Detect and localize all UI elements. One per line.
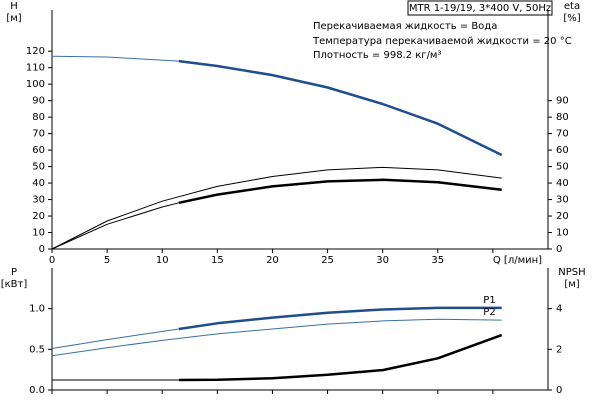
y2-tick-label: 70 — [556, 129, 569, 140]
y-tick-label: 90 — [32, 96, 45, 107]
y2-axis-label: NPSH — [558, 267, 585, 278]
y2-tick-label: 2 — [556, 344, 562, 355]
y2-axis-label: [%] — [563, 13, 580, 24]
curve — [178, 178, 502, 205]
x-tick-label: 15 — [211, 255, 224, 266]
y2-tick-label: 30 — [556, 195, 569, 206]
y2-tick-label: 4 — [556, 304, 562, 315]
y2-axis-label: eta — [564, 1, 580, 12]
y-tick-label: 0.5 — [29, 344, 45, 355]
y2-tick-label: 80 — [556, 112, 569, 123]
y-tick-label: 80 — [32, 112, 45, 123]
x-tick-label: 25 — [321, 255, 334, 266]
y-tick-label: 30 — [32, 195, 45, 206]
y-tick-label: 100 — [26, 79, 45, 90]
x-tick-label: 10 — [156, 255, 169, 266]
x-tick-label: 30 — [376, 255, 389, 266]
curve — [51, 318, 502, 357]
curve — [178, 333, 503, 382]
curve — [51, 202, 179, 250]
y-axis-label: P — [11, 267, 17, 278]
y-axis-label: [м] — [6, 13, 21, 24]
y-tick-label: 20 — [32, 211, 45, 222]
y2-tick-label: 0 — [556, 244, 562, 255]
y-tick-label: 0 — [39, 244, 45, 255]
curve — [51, 55, 179, 62]
y2-tick-label: 20 — [556, 211, 569, 222]
x-tick-label: 20 — [266, 255, 279, 266]
annotation: Плотность = 998.2 кг/м³ — [313, 50, 442, 61]
y-tick-label: 10 — [32, 228, 45, 239]
y-tick-label: 50 — [32, 162, 45, 173]
y-tick-label: 40 — [32, 178, 45, 189]
chart-title: MTR 1-19/19, 3*400 V, 50Hz — [409, 3, 551, 14]
annotation: Температура перекачиваемой жидкости = 20… — [312, 36, 572, 47]
y2-tick-label: 10 — [556, 228, 569, 239]
title-box — [407, 0, 553, 16]
series-label: P1 — [483, 295, 495, 306]
y2-axis-label: [м] — [564, 279, 579, 290]
y-tick-label: 1.0 — [29, 304, 45, 315]
y2-tick-label: 90 — [556, 96, 569, 107]
y-tick-label: 120 — [26, 46, 45, 57]
y-tick-label: 0.0 — [29, 385, 45, 396]
y2-tick-label: 40 — [556, 178, 569, 189]
y2-tick-label: 0 — [556, 385, 562, 396]
y2-tick-label: 60 — [556, 145, 569, 156]
annotation: Перекачиваемая жидкость = Вода — [313, 21, 497, 32]
y-tick-label: 70 — [32, 129, 45, 140]
series-label: P2 — [483, 307, 495, 318]
y-tick-label: 60 — [32, 145, 45, 156]
y-axis-label: H — [10, 1, 18, 12]
x-tick-label: 0 — [49, 255, 55, 266]
curve — [178, 59, 503, 157]
y-axis-label: [кВт] — [1, 279, 28, 290]
x-tick-label: 5 — [104, 255, 110, 266]
curve — [51, 166, 502, 250]
y-tick-label: 110 — [26, 63, 45, 74]
x-tick-label: 35 — [431, 255, 444, 266]
y2-tick-label: 50 — [556, 162, 569, 173]
curve — [51, 328, 179, 349]
x-tick-label: Q [л/мин] — [493, 255, 542, 266]
curve — [178, 306, 502, 331]
